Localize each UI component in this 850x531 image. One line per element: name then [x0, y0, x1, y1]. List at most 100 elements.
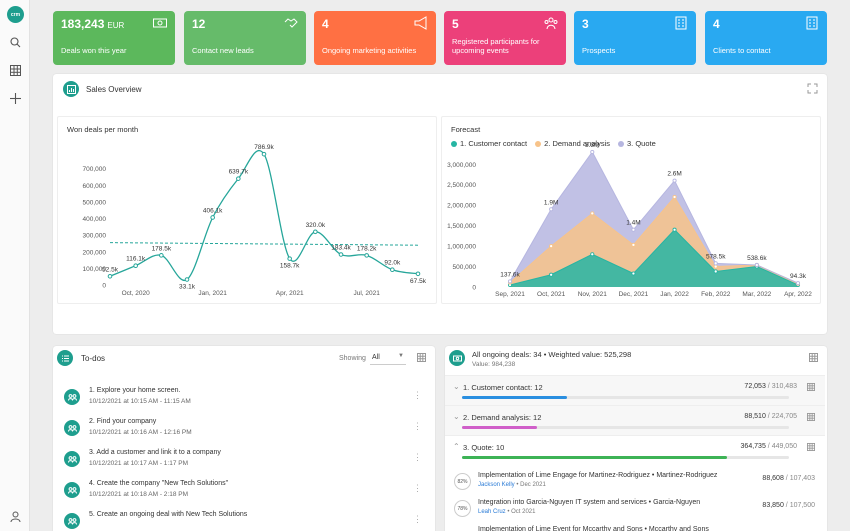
legend-item[interactable]: 3. Quote	[618, 139, 656, 148]
more-options-icon[interactable]: ⋮	[413, 390, 422, 400]
todo-title: 1. Explore your home screen.	[89, 387, 181, 394]
chevron-up-icon[interactable]: ⌃	[453, 442, 460, 451]
building-icon	[675, 16, 687, 30]
data-point[interactable]	[590, 252, 595, 257]
user-icon[interactable]	[8, 509, 22, 523]
data-point[interactable]	[590, 149, 595, 155]
kpi-clients[interactable]: 4 Clients to contact	[705, 11, 827, 65]
search-icon[interactable]	[8, 35, 22, 49]
kpi-label: Prospects	[582, 46, 616, 55]
deals-value: Value: 984,238	[472, 361, 516, 368]
data-point[interactable]	[261, 151, 267, 157]
todo-date: 10/12/2021 at 10:16 AM - 12:16 PM	[89, 429, 192, 436]
more-options-icon[interactable]: ⋮	[413, 452, 422, 462]
kpi-marketing[interactable]: 4 Ongoing marketing activities	[314, 11, 436, 65]
plus-icon[interactable]	[8, 91, 22, 105]
money-icon	[153, 18, 167, 28]
data-point[interactable]	[713, 261, 718, 266]
total-label: 538.6k	[747, 255, 767, 262]
y-tick-label: 0	[472, 285, 476, 292]
deal-person[interactable]: Leah Cruz	[478, 509, 506, 515]
data-point[interactable]	[236, 176, 241, 181]
data-point[interactable]	[672, 194, 677, 200]
chevron-down-icon[interactable]: ⌄	[453, 382, 460, 391]
more-options-icon[interactable]: ⋮	[413, 483, 422, 493]
data-point[interactable]	[631, 271, 636, 276]
data-point[interactable]	[390, 267, 395, 273]
deal-stage-row[interactable]: ⌄ 2. Demand analysis: 12 88,510 / 224,705	[445, 405, 825, 435]
todo-item[interactable]: 3. Add a customer and link it to a compa…	[53, 446, 433, 477]
chart-title: Won deals per month	[67, 125, 139, 134]
data-point[interactable]	[590, 211, 595, 216]
data-point[interactable]	[287, 256, 292, 261]
data-point[interactable]	[338, 252, 344, 257]
y-tick-label: 600,000	[83, 183, 107, 190]
more-options-icon[interactable]: ⋮	[413, 514, 422, 524]
data-point[interactable]	[159, 253, 164, 258]
data-label: 183.4k	[331, 245, 351, 252]
chevron-down-icon[interactable]: ⌄	[453, 412, 460, 421]
data-point[interactable]	[549, 244, 554, 249]
data-point[interactable]	[549, 207, 554, 212]
todo-item[interactable]: 4. Create the company "New Tech Solution…	[53, 477, 433, 508]
deal-stage-row[interactable]: ⌄ 1. Customer contact: 12 72,053 / 310,483	[445, 375, 825, 405]
data-point[interactable]	[754, 262, 759, 268]
data-point[interactable]	[549, 272, 554, 277]
data-point[interactable]	[313, 229, 318, 235]
data-label: 67.5k	[410, 278, 427, 285]
deal-item[interactable]: Implementation of Lime Event for Mccarth…	[445, 523, 825, 531]
data-point[interactable]	[364, 253, 369, 258]
series-line	[509, 229, 799, 286]
table-view-icon[interactable]	[417, 353, 426, 362]
todo-item[interactable]: 1. Explore your home screen. 10/12/2021 a…	[53, 384, 433, 415]
y-tick-label: 100,000	[83, 266, 107, 273]
kpi-contact-leads[interactable]: 12 Contact new leads	[184, 11, 306, 65]
sales-overview-title: Sales Overview	[86, 85, 142, 94]
kpi-participants[interactable]: 5 Registered participants for upcoming e…	[444, 11, 566, 65]
legend-item[interactable]: 1. Customer contact	[451, 139, 527, 148]
data-point[interactable]	[415, 271, 421, 277]
stage-total: 449,050	[771, 443, 797, 450]
crm-logo[interactable]: crm	[7, 6, 24, 23]
todos-filter-select[interactable]: All ▼	[370, 351, 406, 365]
grid-icon[interactable]	[8, 63, 22, 77]
kpi-prospects[interactable]: 3 Prospects	[574, 11, 696, 65]
deal-stage-row[interactable]: ⌃ 3. Quote: 10 364,735 / 449,050	[445, 435, 825, 465]
data-point[interactable]	[184, 277, 190, 282]
data-point[interactable]	[631, 242, 636, 247]
table-view-icon[interactable]	[807, 383, 815, 393]
won-deals-chart: Won deals per month 0 100,000 200,000 300,0…	[57, 116, 437, 304]
total-label: 94.3k	[790, 273, 807, 280]
data-point[interactable]	[133, 263, 138, 268]
table-view-icon[interactable]	[807, 443, 815, 453]
more-options-icon[interactable]: ⋮	[413, 421, 422, 431]
deal-item[interactable]: 78% Integration into Garcia-Nguyen IT sys…	[445, 496, 825, 522]
x-tick-label: Nov, 2021	[578, 291, 608, 298]
table-view-icon[interactable]	[807, 413, 815, 423]
todo-item[interactable]: 2. Find your company 10/12/2021 at 10:16 …	[53, 415, 433, 446]
deal-weighted: 88,608	[762, 475, 784, 482]
series-line	[509, 196, 799, 285]
data-point[interactable]	[713, 269, 718, 274]
building-icon	[806, 16, 818, 30]
kpi-deals-won[interactable]: 183,243 EUR Deals won this year	[53, 11, 175, 65]
data-point[interactable]	[795, 281, 801, 286]
data-point[interactable]	[631, 227, 636, 232]
kpi-value: 5	[452, 17, 459, 31]
y-tick-label: 1,000,000	[447, 244, 476, 251]
table-view-icon[interactable]	[809, 353, 818, 362]
todo-item[interactable]: 5. Create an ongoing deal with New Tech …	[53, 508, 433, 531]
data-point[interactable]	[672, 178, 677, 183]
data-point[interactable]	[210, 215, 215, 220]
deal-date: Oct 2021	[511, 509, 536, 515]
deal-meta: Jackson Kelly • Dec 2021	[478, 482, 546, 488]
data-point[interactable]	[507, 279, 513, 284]
deal-item[interactable]: 82% Implementation of Lime Engage for Mar…	[445, 469, 825, 495]
data-point[interactable]	[672, 227, 677, 232]
x-tick-label: Feb, 2022	[701, 291, 731, 298]
expand-icon[interactable]	[807, 83, 818, 94]
deal-person[interactable]: Jackson Kelly	[478, 482, 515, 488]
data-point[interactable]	[107, 273, 113, 279]
legend-item[interactable]: 2. Demand analysis	[535, 139, 610, 148]
data-point[interactable]	[713, 264, 718, 269]
